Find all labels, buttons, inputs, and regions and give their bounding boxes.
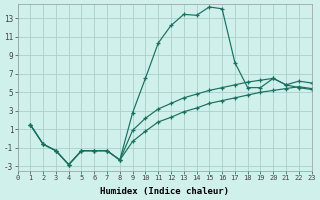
X-axis label: Humidex (Indice chaleur): Humidex (Indice chaleur) — [100, 187, 229, 196]
